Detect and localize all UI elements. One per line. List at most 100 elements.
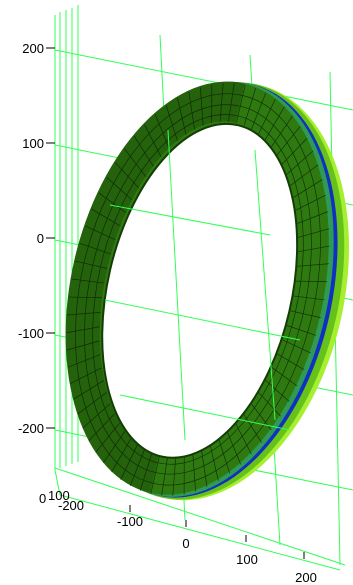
mesh-spoke bbox=[115, 162, 140, 189]
mesh-lines bbox=[66, 82, 330, 496]
grid-line bbox=[119, 394, 291, 431]
mesh-spoke bbox=[201, 449, 208, 487]
mesh-spoke bbox=[263, 378, 290, 402]
mesh-spoke bbox=[295, 263, 329, 267]
mesh-spoke bbox=[183, 455, 185, 495]
x-axis-labels: -100 0 100 200 bbox=[117, 514, 317, 585]
mesh-spoke bbox=[281, 137, 308, 166]
mesh-ring bbox=[92, 114, 304, 465]
z-tick-label: 200 bbox=[22, 41, 44, 56]
grid-line bbox=[109, 204, 271, 236]
mesh-spoke bbox=[106, 177, 133, 201]
mesh-spoke bbox=[103, 431, 126, 464]
mesh-spoke bbox=[280, 338, 311, 354]
mesh-spoke bbox=[264, 106, 285, 141]
ring-shade bbox=[65, 81, 245, 493]
mesh-spoke bbox=[188, 91, 195, 130]
mesh-spoke bbox=[258, 98, 276, 135]
ring-hole bbox=[102, 123, 298, 458]
mesh-spoke bbox=[73, 380, 105, 400]
z-axis-ticks bbox=[46, 47, 55, 429]
mesh-spoke bbox=[293, 280, 328, 283]
y-axis-labels: 0 100 -200 bbox=[39, 488, 84, 513]
mesh-spoke bbox=[85, 225, 116, 241]
mesh-spoke bbox=[161, 457, 168, 496]
mesh-spoke bbox=[242, 412, 262, 443]
mesh-spoke bbox=[228, 83, 235, 122]
grid-line bbox=[59, 494, 341, 571]
z-axis-labels: 200 100 0 -100 -200 bbox=[18, 41, 44, 436]
x-tick-label: -100 bbox=[117, 514, 143, 529]
mesh-spoke bbox=[124, 148, 147, 177]
mesh-spoke bbox=[98, 192, 127, 214]
mesh-spoke bbox=[243, 87, 257, 126]
mesh-spoke bbox=[296, 245, 330, 253]
grid-line bbox=[54, 467, 346, 566]
mesh-spoke bbox=[177, 97, 187, 135]
mesh-spoke bbox=[75, 260, 108, 269]
y-tick-label: 0 bbox=[39, 491, 46, 506]
mesh-spoke bbox=[218, 437, 231, 474]
mesh-spoke bbox=[120, 444, 138, 480]
mesh-spoke bbox=[270, 115, 293, 148]
mesh-spoke bbox=[291, 295, 325, 301]
mesh-spoke bbox=[144, 124, 162, 157]
mesh-spoke bbox=[284, 324, 317, 336]
mesh-spoke bbox=[219, 82, 224, 122]
mesh-spoke bbox=[226, 430, 242, 465]
mesh-spoke bbox=[288, 309, 321, 319]
z-tick-label: 100 bbox=[22, 136, 44, 151]
x-tick-label: 200 bbox=[295, 570, 317, 585]
mesh-spoke bbox=[154, 114, 170, 149]
grid-line bbox=[54, 469, 61, 496]
mesh-spoke bbox=[199, 87, 204, 126]
y-tick-label: -200 bbox=[58, 498, 84, 513]
mesh-spoke bbox=[165, 105, 178, 142]
mesh-spoke bbox=[68, 296, 103, 299]
z-tick-label: -200 bbox=[18, 421, 44, 436]
mesh-spoke bbox=[95, 423, 120, 453]
grid-line bbox=[167, 129, 186, 441]
mesh-spoke bbox=[296, 228, 330, 239]
mesh-spoke bbox=[295, 211, 329, 225]
mesh-spoke bbox=[192, 453, 196, 492]
x-tick-label: 0 bbox=[182, 536, 189, 551]
mesh-spoke bbox=[139, 453, 153, 491]
mesh-spoke bbox=[66, 340, 100, 351]
mesh-spoke bbox=[129, 449, 145, 487]
x-tick-label: 100 bbox=[236, 552, 258, 567]
mesh-spoke bbox=[234, 421, 252, 455]
mesh-spoke bbox=[291, 179, 323, 199]
mesh-spoke bbox=[172, 457, 177, 496]
x-axis-ticks bbox=[129, 505, 305, 559]
mesh-spoke bbox=[91, 208, 121, 227]
mesh-spoke bbox=[289, 164, 319, 187]
mesh-ring bbox=[84, 104, 312, 475]
mesh-spoke bbox=[67, 354, 101, 368]
mesh-spoke bbox=[256, 390, 281, 417]
mesh-spoke bbox=[134, 135, 154, 167]
mesh-spoke bbox=[294, 194, 326, 212]
mesh-spoke bbox=[111, 438, 132, 473]
mesh-spoke bbox=[79, 243, 112, 255]
mesh-spoke bbox=[67, 312, 101, 316]
hole-grid bbox=[104, 129, 301, 441]
mesh-ring bbox=[75, 93, 321, 486]
mesh-spoke bbox=[211, 84, 213, 124]
grid-line bbox=[54, 49, 353, 111]
mesh-spoke bbox=[71, 278, 105, 284]
mesh-spoke bbox=[70, 367, 102, 384]
z-tick-label: -100 bbox=[18, 326, 44, 341]
grid-line bbox=[254, 149, 276, 421]
mesh-spoke bbox=[269, 365, 298, 387]
mesh-spoke bbox=[275, 352, 305, 371]
ring-hole-edge bbox=[101, 122, 299, 459]
mesh-spoke bbox=[66, 326, 100, 334]
torus-ring bbox=[65, 81, 349, 501]
mesh-spoke bbox=[82, 403, 111, 429]
mesh-spoke bbox=[285, 150, 314, 176]
mesh-spoke bbox=[150, 455, 160, 495]
mesh-spoke bbox=[251, 92, 267, 130]
mesh-spoke bbox=[209, 444, 219, 481]
